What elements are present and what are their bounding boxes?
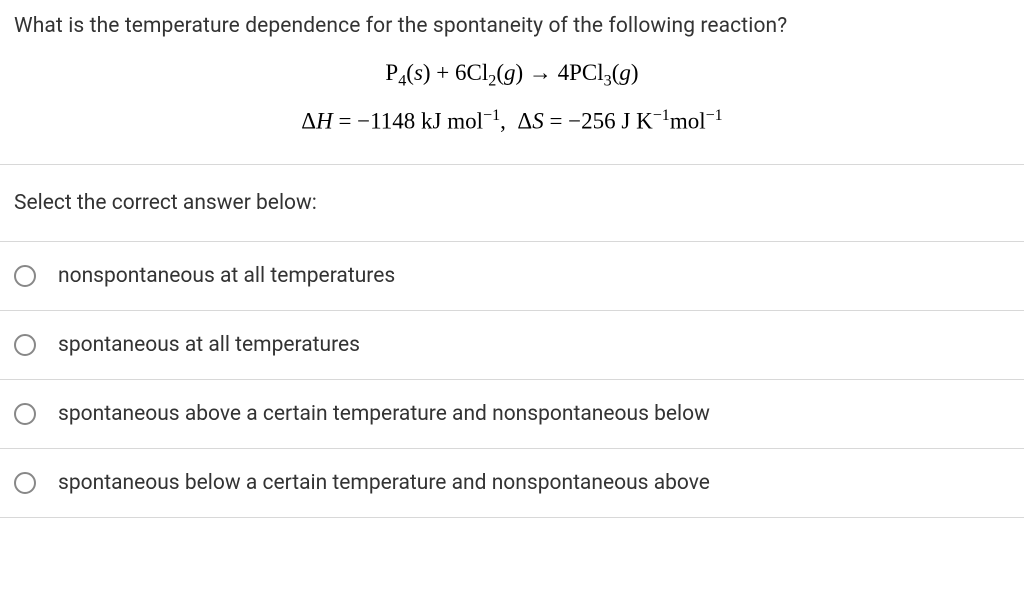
option-row-0[interactable]: nonspontaneous at all temperatures: [0, 242, 1024, 311]
option-row-2[interactable]: spontaneous above a certain temperature …: [0, 380, 1024, 449]
question-block: What is the temperature dependence for t…: [0, 0, 1024, 165]
thermodynamic-values: ΔH = −1148 kJ mol−1, ΔS = −256 J K−1mol−…: [14, 107, 1010, 135]
option-label: nonspontaneous at all temperatures: [58, 264, 395, 288]
radio-icon[interactable]: [14, 403, 36, 425]
reaction-equation: P4(s) + 6Cl2(g) → 4PCl3(g): [14, 60, 1010, 91]
option-row-1[interactable]: spontaneous at all temperatures: [0, 311, 1024, 380]
radio-icon[interactable]: [14, 334, 36, 356]
radio-icon[interactable]: [14, 265, 36, 287]
option-label: spontaneous at all temperatures: [58, 333, 360, 357]
question-prompt: What is the temperature dependence for t…: [14, 14, 1010, 38]
option-label: spontaneous below a certain temperature …: [58, 471, 710, 495]
option-row-3[interactable]: spontaneous below a certain temperature …: [0, 449, 1024, 518]
option-label: spontaneous above a certain temperature …: [58, 402, 710, 426]
equation-wrap: P4(s) + 6Cl2(g) → 4PCl3(g) ΔH = −1148 kJ…: [14, 60, 1010, 134]
radio-icon[interactable]: [14, 472, 36, 494]
instruction-block: Select the correct answer below:: [0, 165, 1024, 242]
instruction-text: Select the correct answer below:: [14, 191, 1010, 215]
